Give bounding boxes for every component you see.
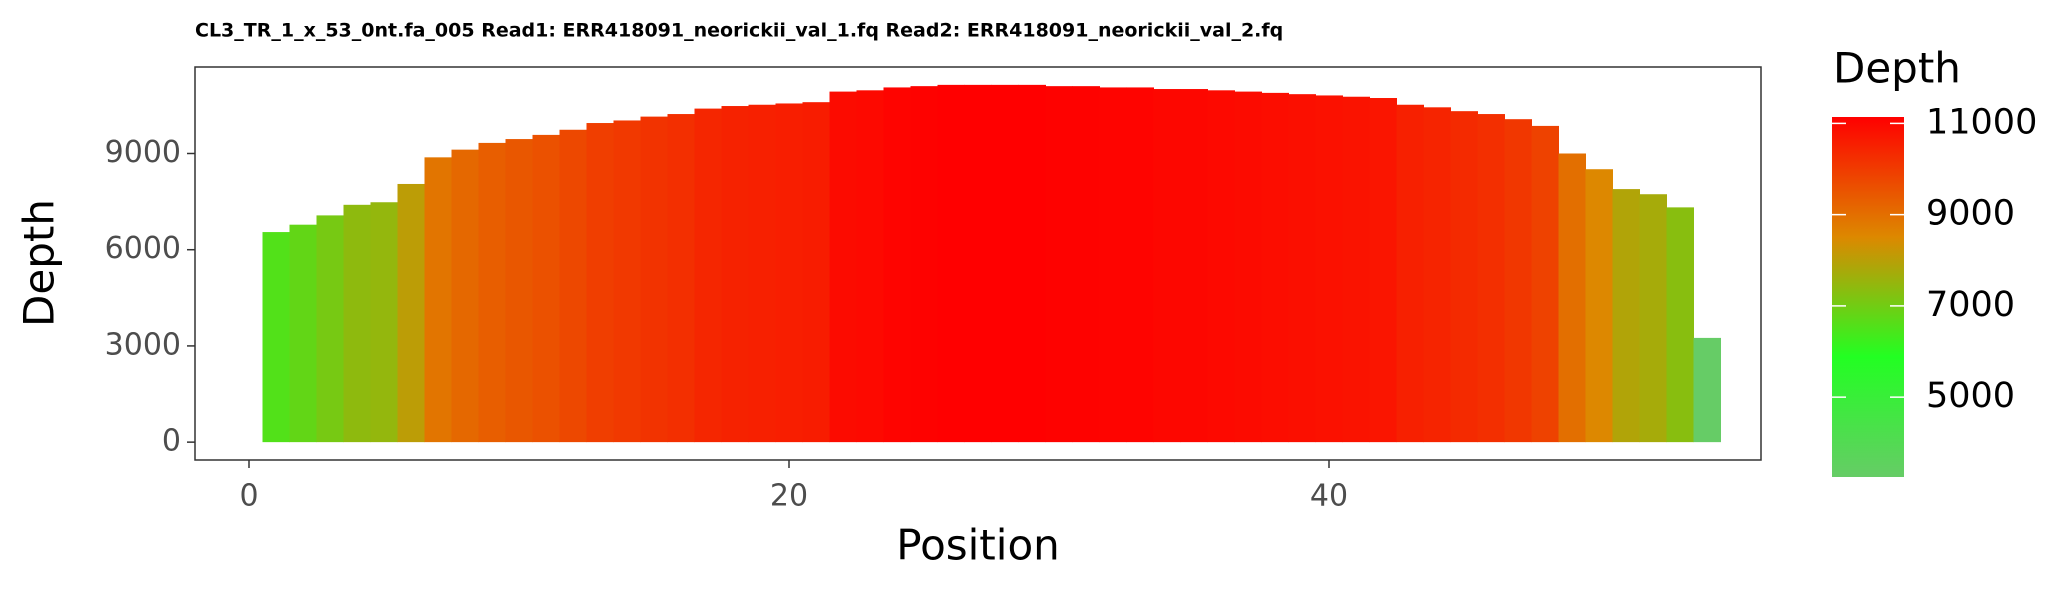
bar: [1072, 86, 1100, 443]
bar: [1234, 91, 1262, 443]
bar: [667, 114, 695, 443]
bar: [1612, 189, 1640, 443]
bar: [1477, 114, 1505, 443]
bar: [1342, 96, 1370, 443]
bar: [532, 134, 560, 443]
bar: [1396, 104, 1424, 443]
bar: [1180, 89, 1208, 443]
bar: [586, 123, 614, 443]
bar: [1693, 337, 1721, 443]
bar: [1261, 92, 1289, 443]
bar: [1315, 95, 1343, 443]
bar: [1099, 87, 1127, 443]
bar: [505, 139, 533, 443]
y-tick-label: 9000: [105, 135, 181, 170]
colorbar-label: 11000: [1926, 102, 2037, 142]
x-tick-label: 0: [239, 479, 258, 514]
bar: [991, 84, 1019, 443]
bar: [937, 84, 965, 443]
bar: [775, 103, 803, 443]
bar: [856, 90, 884, 443]
bar: [262, 232, 290, 443]
bar: [613, 120, 641, 443]
y-tick-label: 0: [162, 424, 181, 459]
bar: [829, 91, 857, 443]
bar: [424, 157, 452, 443]
bar: [289, 224, 317, 443]
bar: [1531, 125, 1559, 443]
bar: [370, 202, 398, 443]
bar: [964, 84, 992, 443]
bar: [451, 149, 479, 443]
bar: [1153, 89, 1181, 443]
y-axis-title: Depth: [15, 199, 64, 327]
bar: [1666, 207, 1694, 443]
bar: [721, 106, 749, 443]
x-tick-label: 20: [770, 479, 808, 514]
bar: [1504, 119, 1532, 443]
bar: [1450, 111, 1478, 443]
bar: [910, 86, 938, 443]
bar: [1369, 98, 1397, 443]
bar: [694, 108, 722, 443]
bar: [1018, 84, 1046, 443]
bar: [1423, 107, 1451, 443]
colorbar-label: 9000: [1926, 194, 2015, 234]
y-tick-label: 3000: [105, 327, 181, 362]
bar: [343, 204, 371, 443]
bar: [478, 142, 506, 443]
chart-title: CL3_TR_1_x_53_0nt.fa_005 Read1: ERR41809…: [195, 20, 1283, 42]
bar: [1207, 90, 1235, 443]
colorbar: [1832, 117, 1904, 477]
y-tick-label: 6000: [105, 231, 181, 266]
bar: [1126, 87, 1154, 443]
bar: [559, 129, 587, 443]
bar: [883, 87, 911, 443]
bar: [397, 183, 425, 443]
panel-border: [194, 66, 1762, 461]
bar: [802, 102, 830, 443]
bar: [1585, 169, 1613, 443]
colorbar-label: 7000: [1926, 285, 2015, 325]
bar: [316, 215, 344, 443]
bar: [1288, 94, 1316, 443]
x-tick-label: 40: [1310, 479, 1348, 514]
colorbar-label: 5000: [1926, 376, 2015, 416]
bar: [640, 116, 668, 443]
bar: [1558, 153, 1586, 443]
legend-title: Depth: [1833, 44, 1961, 93]
bar: [1045, 86, 1073, 443]
x-axis-title: Position: [896, 521, 1060, 570]
bar: [748, 104, 776, 443]
bar: [1639, 194, 1667, 443]
